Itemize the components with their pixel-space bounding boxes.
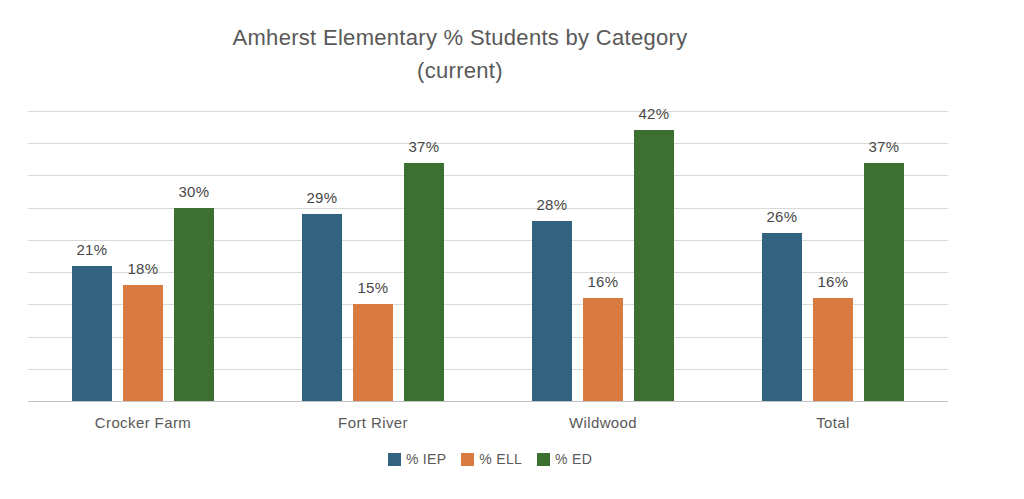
gridline (28, 111, 948, 112)
bar-ell-fort-river (353, 304, 393, 401)
gridline (28, 369, 948, 370)
data-label: 21% (57, 240, 127, 260)
bar-iep-crocker-farm (72, 266, 112, 401)
bar-chart: Amherst Elementary % Students by Categor… (0, 0, 1024, 499)
chart-title-line2: (current) (0, 54, 920, 87)
data-label: 29% (287, 188, 357, 208)
gridline (28, 337, 948, 338)
bar-iep-wildwood (532, 221, 572, 401)
legend-entry-ell: % ELL (461, 451, 522, 467)
category-label: Crocker Farm (28, 414, 258, 431)
data-label: 18% (108, 259, 178, 279)
gridline (28, 304, 948, 305)
data-label: 28% (517, 195, 587, 215)
data-label: 16% (798, 272, 868, 292)
data-label: 15% (338, 278, 408, 298)
legend-swatch-icon (461, 453, 474, 466)
x-axis-line (28, 401, 948, 402)
legend: % IEP % ELL % ED (0, 451, 980, 467)
bar-ed-crocker-farm (174, 208, 214, 401)
legend-entry-ed: % ED (537, 451, 592, 467)
category-label: Total (718, 414, 948, 431)
bar-ell-total (813, 298, 853, 401)
bar-ell-wildwood (583, 298, 623, 401)
data-label: 42% (619, 104, 689, 124)
chart-title: Amherst Elementary % Students by Categor… (0, 21, 920, 87)
legend-entry-iep: % IEP (388, 451, 446, 467)
data-label: 16% (568, 272, 638, 292)
chart-title-line1: Amherst Elementary % Students by Categor… (0, 21, 920, 54)
legend-label: % ED (555, 451, 592, 467)
gridline (28, 175, 948, 176)
bar-iep-fort-river (302, 214, 342, 401)
data-label: 26% (747, 207, 817, 227)
legend-label: % IEP (406, 451, 446, 467)
bar-iep-total (762, 233, 802, 401)
gridline (28, 240, 948, 241)
legend-label: % ELL (479, 451, 522, 467)
legend-swatch-icon (388, 453, 401, 466)
data-label: 37% (849, 137, 919, 157)
legend-swatch-icon (537, 453, 550, 466)
bar-ed-wildwood (634, 130, 674, 401)
bar-ed-total (864, 163, 904, 401)
bar-ed-fort-river (404, 163, 444, 401)
category-label: Wildwood (488, 414, 718, 431)
gridline (28, 143, 948, 144)
data-label: 30% (159, 182, 229, 202)
bar-ell-crocker-farm (123, 285, 163, 401)
data-label: 37% (389, 137, 459, 157)
category-label: Fort River (258, 414, 488, 431)
